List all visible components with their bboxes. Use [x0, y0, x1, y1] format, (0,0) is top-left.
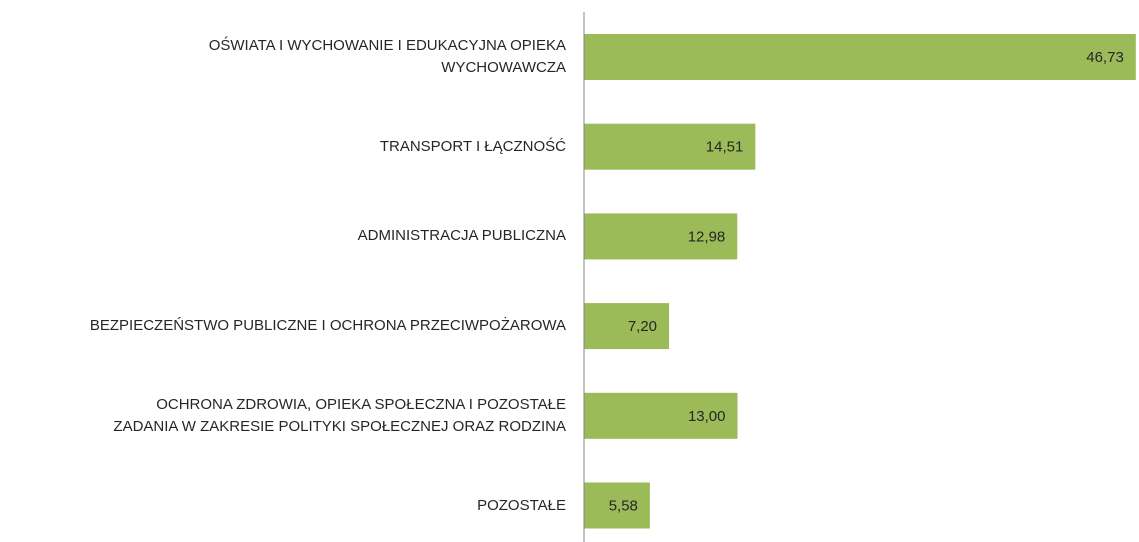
- value-label: 13,00: [688, 408, 726, 425]
- value-label: 12,98: [688, 228, 726, 245]
- bar: [584, 482, 650, 529]
- value-label: 46,73: [1086, 49, 1124, 66]
- category-label: BEZPIECZEŃSTWO PUBLICZNE I OCHRONA PRZEC…: [89, 317, 566, 335]
- category-label: POZOSTAŁE: [477, 496, 566, 514]
- bar: [584, 34, 1136, 80]
- category-label: ADMINISTRACJA PUBLICZNA: [357, 227, 566, 245]
- value-label: 5,58: [609, 497, 638, 514]
- value-label: 7,20: [628, 318, 657, 335]
- category-label: OCHRONA ZDROWIA, OPIEKA SPOŁECZNA I POZO…: [113, 395, 566, 435]
- bar: [584, 213, 738, 260]
- bar: [584, 392, 738, 439]
- bar: [584, 303, 670, 350]
- value-label: 14,51: [706, 139, 744, 156]
- bar: [584, 123, 756, 170]
- category-label: OŚWIATA I WYCHOWANIE I EDUKACYJNA OPIEKA…: [208, 37, 566, 76]
- category-label: TRANSPORT I ŁĄCZNOŚĆ: [379, 137, 566, 155]
